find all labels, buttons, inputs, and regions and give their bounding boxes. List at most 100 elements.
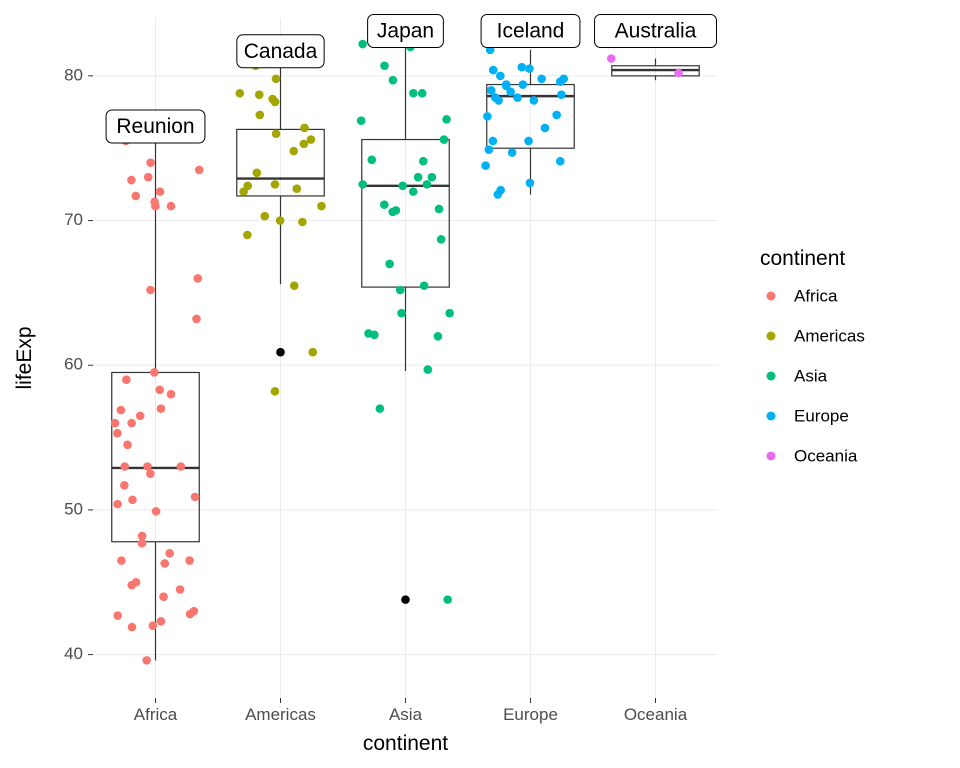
annotation-label: Iceland	[497, 20, 565, 43]
data-point	[557, 90, 566, 99]
data-point	[131, 192, 140, 201]
data-point	[541, 124, 550, 133]
data-point	[481, 161, 490, 170]
data-point	[442, 115, 451, 124]
data-point	[496, 72, 505, 81]
data-point	[537, 74, 546, 83]
data-point	[120, 462, 129, 471]
data-point	[167, 390, 176, 399]
data-point	[409, 89, 418, 98]
data-point	[524, 137, 533, 146]
data-point	[185, 556, 194, 565]
data-point	[157, 617, 166, 626]
data-point	[513, 93, 522, 102]
data-point	[489, 66, 498, 75]
data-point	[357, 116, 366, 125]
x-tick-label: Europe	[503, 705, 558, 724]
data-point	[138, 539, 147, 548]
data-point	[398, 182, 407, 191]
data-point	[256, 111, 265, 120]
data-point	[502, 82, 511, 91]
data-point	[556, 77, 565, 86]
data-point	[127, 176, 136, 185]
outlier-point	[401, 595, 410, 604]
data-point	[122, 375, 131, 384]
x-tick-label: Africa	[134, 705, 178, 724]
data-point	[367, 155, 376, 164]
data-point	[518, 63, 527, 72]
data-point	[423, 180, 432, 189]
data-point	[414, 173, 423, 182]
data-point	[380, 200, 389, 209]
legend-label: Oceania	[794, 447, 858, 466]
data-point	[146, 158, 155, 167]
y-tick-label: 70	[64, 210, 83, 229]
data-point	[195, 166, 204, 175]
data-point	[437, 235, 446, 244]
data-point	[127, 419, 136, 428]
annotation-label: Reunion	[116, 115, 194, 138]
data-point	[157, 404, 166, 413]
x-tick-label: Americas	[245, 705, 316, 724]
data-point	[392, 206, 401, 215]
data-point	[292, 184, 301, 193]
data-point	[317, 202, 326, 211]
data-point	[152, 507, 161, 516]
data-point	[192, 315, 201, 324]
legend-title: continent	[760, 247, 845, 270]
data-point	[440, 135, 449, 144]
data-point	[428, 173, 437, 182]
data-point	[239, 187, 248, 196]
data-point	[493, 190, 502, 199]
legend-swatch	[767, 452, 776, 461]
data-point	[420, 281, 429, 290]
data-point	[487, 86, 496, 95]
data-point	[289, 147, 298, 156]
data-point	[113, 500, 122, 509]
data-point	[300, 124, 309, 133]
data-point	[419, 157, 428, 166]
data-point	[160, 559, 169, 568]
legend-label: Asia	[794, 367, 828, 386]
data-point	[255, 90, 264, 99]
data-point	[483, 112, 492, 121]
data-point	[491, 93, 500, 102]
data-point	[127, 581, 136, 590]
data-point	[113, 429, 122, 438]
data-point	[193, 274, 202, 283]
data-point	[358, 180, 367, 189]
data-point	[308, 348, 317, 357]
data-point	[136, 412, 145, 421]
data-point	[128, 495, 137, 504]
data-point	[607, 54, 616, 63]
lifeexp-boxplot: 4050607080AfricaAmericasAsiaEuropeOceani…	[0, 0, 960, 768]
data-point	[253, 169, 262, 178]
data-point	[151, 202, 160, 211]
data-point	[191, 493, 200, 502]
data-point	[167, 202, 176, 211]
x-axis-title: continent	[363, 732, 448, 755]
data-point	[123, 441, 132, 450]
data-point	[307, 135, 316, 144]
data-point	[144, 173, 153, 182]
data-point	[146, 286, 155, 295]
data-point	[177, 462, 186, 471]
data-point	[674, 69, 683, 78]
data-point	[290, 281, 299, 290]
data-point	[435, 205, 444, 214]
data-point	[389, 76, 398, 85]
data-point	[111, 419, 120, 428]
legend-swatch	[767, 372, 776, 381]
data-point	[298, 218, 307, 227]
data-point	[434, 332, 443, 341]
data-point	[128, 623, 137, 632]
data-point	[397, 309, 406, 318]
data-point	[409, 187, 418, 196]
data-point	[143, 462, 152, 471]
data-point	[271, 387, 280, 396]
outlier-point	[276, 348, 285, 357]
y-tick-label: 50	[64, 499, 83, 518]
data-point	[113, 611, 122, 620]
legend-swatch	[767, 332, 776, 341]
chart-container: 4050607080AfricaAmericasAsiaEuropeOceani…	[0, 0, 960, 768]
